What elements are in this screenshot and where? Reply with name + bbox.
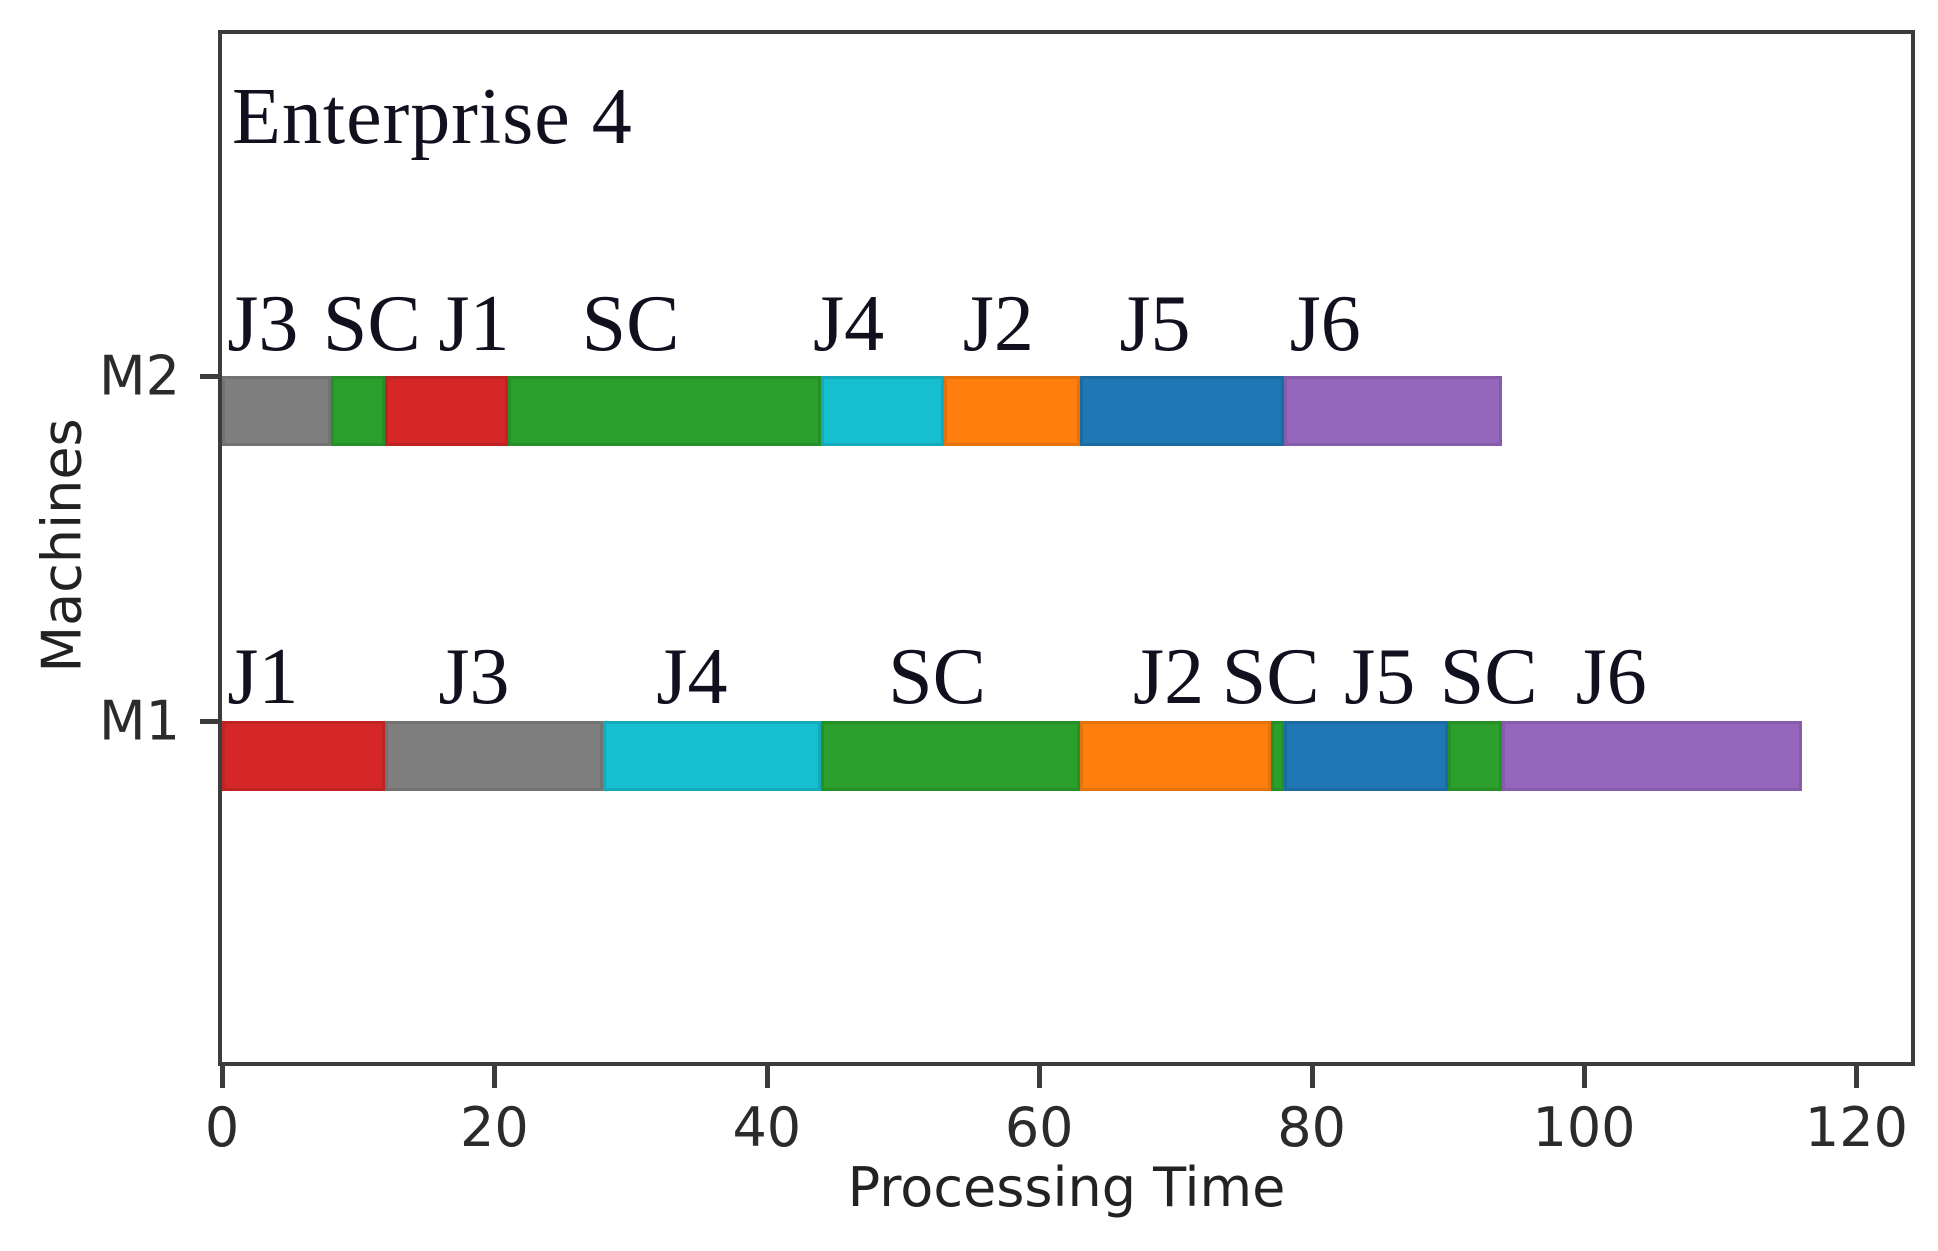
segment-label-m2-7-j6: J6 (1289, 280, 1361, 368)
gantt-segment-m2-2-j1 (385, 376, 509, 446)
x-tick-120 (1854, 1066, 1860, 1088)
x-tick-label-120: 120 (1804, 1096, 1908, 1159)
segment-label-m2-4-j4: J4 (812, 280, 885, 368)
segment-label-m2-5-j2: J2 (962, 280, 1034, 368)
segment-label-m2-0-j3: J3 (227, 280, 299, 368)
segment-label-m1-2-j4: J4 (656, 633, 728, 721)
gantt-segment-m2-1-sc (330, 376, 386, 446)
gantt-segment-m1-0-j1 (222, 721, 386, 791)
x-tick-20 (492, 1066, 498, 1088)
gantt-segment-m1-8-j6 (1502, 721, 1802, 791)
x-tick-label-80: 80 (1277, 1096, 1346, 1159)
x-tick-0 (220, 1066, 225, 1088)
gantt-segment-m2-6-j5 (1080, 376, 1285, 446)
gantt-segment-m2-4-j4 (821, 376, 944, 446)
gantt-segment-m1-5-sc (1270, 721, 1285, 791)
plot-inner: Enterprise 4 J3 SC J1 SC J4 J2 J5 J6 J1 J3 J4 SC J2 S… (222, 34, 1911, 1062)
segment-label-m1-7-sc: SC (1439, 633, 1538, 721)
y-tick-label-m1: M1 (99, 689, 180, 753)
gantt-segment-m1-7-sc (1447, 721, 1503, 791)
gantt-segment-m1-6-j5 (1284, 721, 1448, 791)
gantt-segment-m2-3-sc (508, 376, 822, 446)
y-tick-m2 (200, 374, 218, 379)
gantt-segment-m1-4-j2 (1080, 721, 1271, 791)
x-tick-label-40: 40 (732, 1096, 802, 1159)
gantt-segment-m1-1-j3 (385, 721, 604, 791)
y-tick-m1 (200, 719, 218, 724)
segment-label-m2-2-j1: J1 (438, 280, 510, 368)
chart-title: Enterprise 4 (232, 73, 633, 161)
segment-label-m1-5-sc: SC (1221, 633, 1320, 721)
plot-area: Enterprise 4 J3 SC J1 SC J4 J2 J5 J6 J1 J3 J4 SC J2 S… (218, 30, 1915, 1066)
segment-label-m1-8-j6: J6 (1575, 633, 1647, 721)
x-tick-80 (1309, 1066, 1315, 1088)
segment-label-m2-3-sc: SC (581, 280, 680, 368)
x-tick-label-0: 0 (204, 1096, 240, 1159)
x-tick-label-60: 60 (1004, 1096, 1074, 1159)
segment-label-m2-1-sc: SC (322, 280, 421, 368)
x-axis-title: Processing Time (847, 1156, 1286, 1219)
gantt-segment-m1-2-j4 (603, 721, 822, 791)
gantt-segment-m2-7-j6 (1284, 376, 1503, 446)
x-tick-100 (1582, 1066, 1587, 1088)
x-tick-label-20: 20 (460, 1096, 529, 1159)
x-tick-label-100: 100 (1532, 1096, 1636, 1159)
y-axis-title: Machines (30, 418, 94, 673)
gantt-segment-m1-3-sc (821, 721, 1081, 791)
x-tick-60 (1037, 1066, 1043, 1088)
segment-label-m1-3-sc: SC (888, 633, 986, 721)
gantt-segment-m2-0-j3 (222, 376, 331, 446)
gantt-segment-m2-5-j2 (943, 376, 1081, 446)
segment-label-m1-0-j1: J1 (227, 633, 299, 721)
segment-label-m1-1-j3: J3 (438, 633, 510, 721)
segment-label-m1-6-j5: J5 (1344, 633, 1416, 721)
segment-label-m2-6-j5: J5 (1119, 280, 1191, 368)
x-tick-40 (764, 1066, 770, 1088)
y-tick-label-m2: M2 (99, 344, 180, 408)
segment-label-m1-4-j2: J2 (1133, 633, 1205, 721)
